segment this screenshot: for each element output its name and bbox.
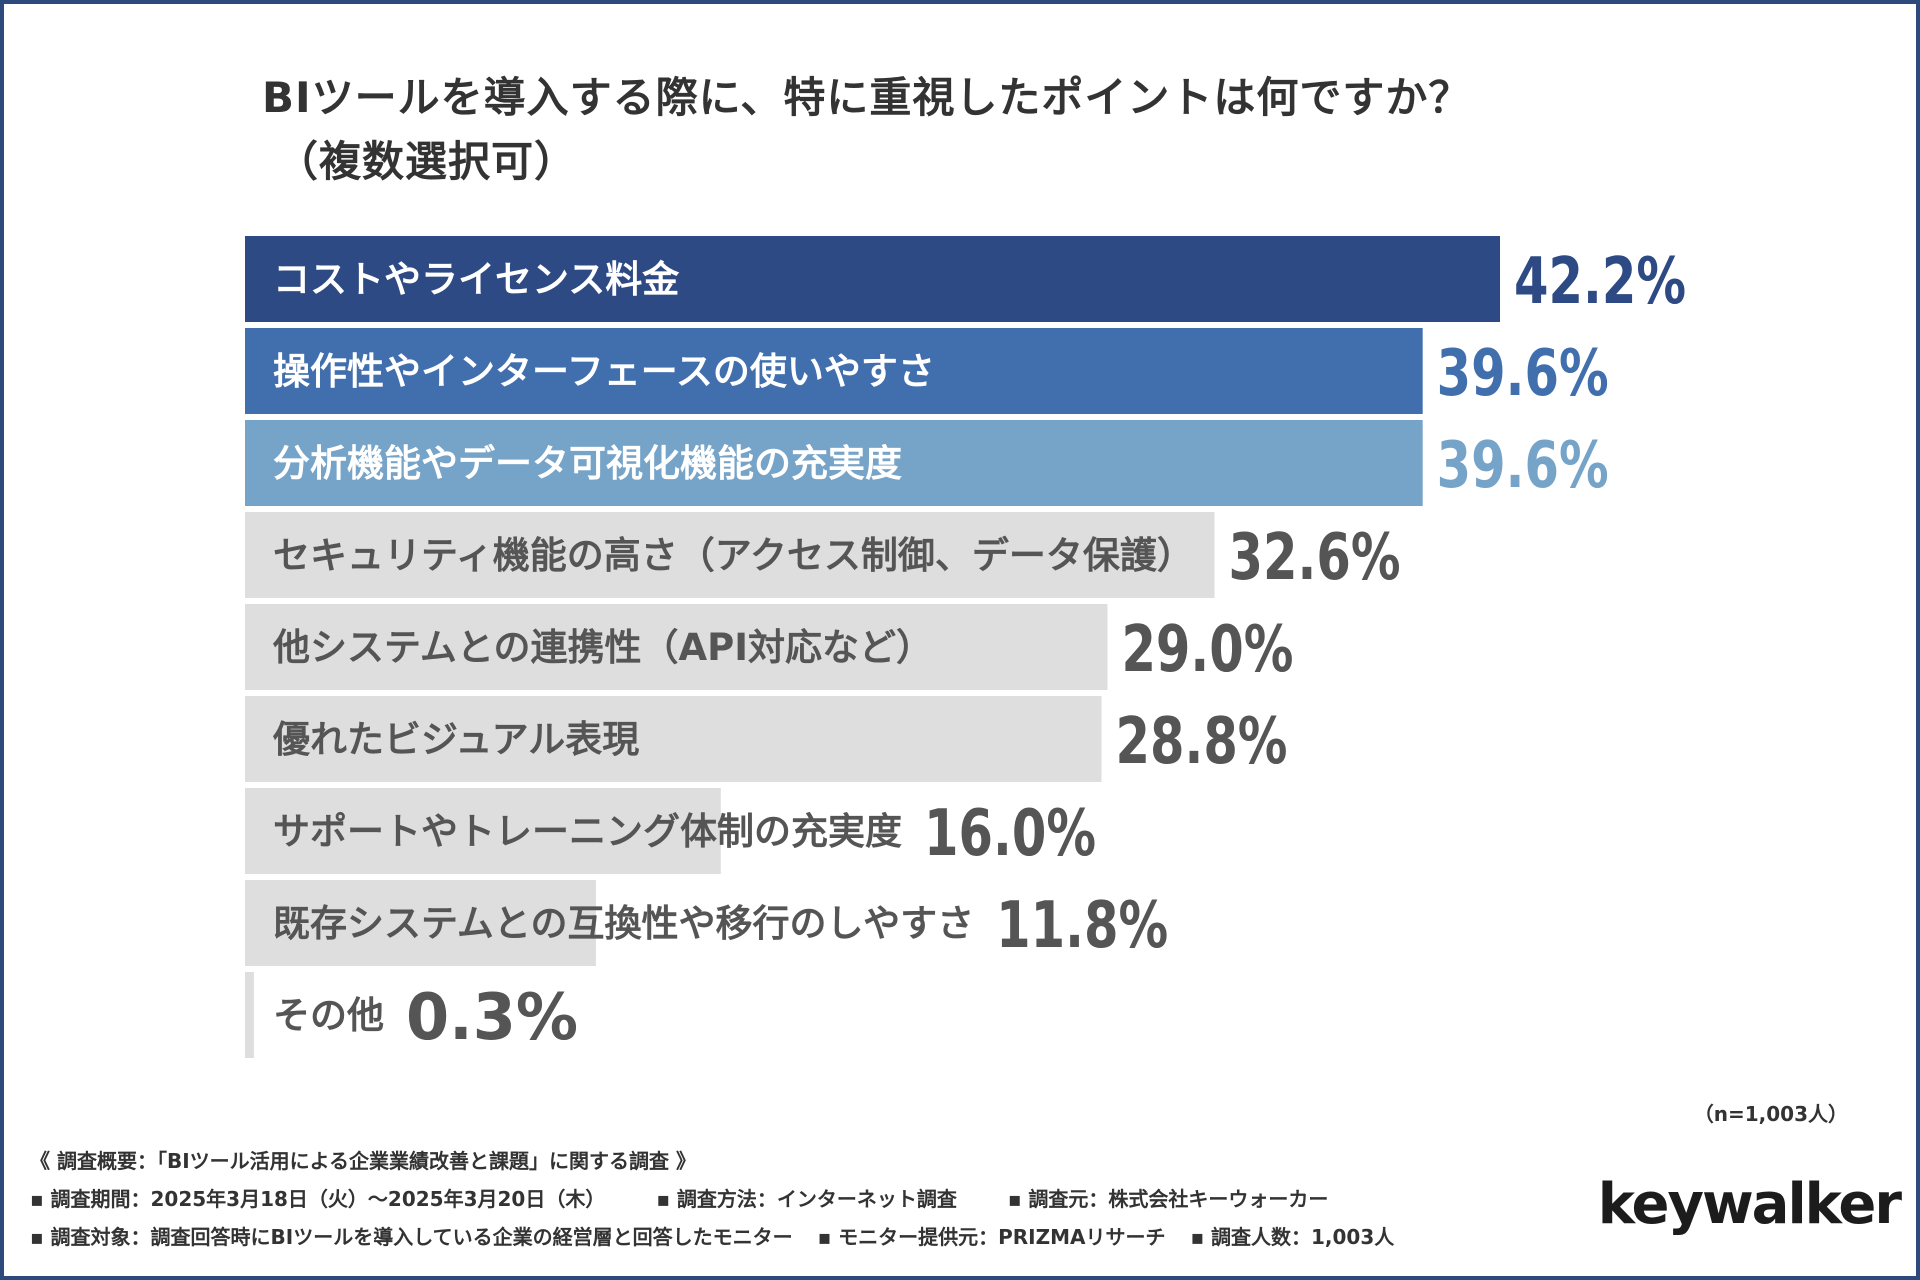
bar-label-3: 分析機能やデータ可視化機能の充実度 xyxy=(273,442,902,485)
bar-7 xyxy=(245,788,721,874)
bar-5 xyxy=(245,604,1108,690)
survey-target: ▪ 調査対象：調査回答時にBIツールを導入している企業の経営層と回答したモニター xyxy=(30,1225,793,1249)
chart-title-line1: BIツールを導入する際に、特に重視したポイントは何ですか？ xyxy=(262,73,1472,122)
bar-label-1: コストやライセンス料金 xyxy=(273,258,680,301)
survey-overview: 《 調査概要：「BIツール活用による企業業績改善と課題」に関する調査 》 xyxy=(30,1149,697,1173)
bar-value-7: 16.0% xyxy=(924,797,1096,871)
survey-provider: ▪ モニター提供元：PRIZMAリサーチ xyxy=(817,1225,1166,1249)
bar-3 xyxy=(245,420,1423,506)
bar-6 xyxy=(245,696,1102,782)
bar-label-8: 既存システムとの互換性や移行のしやすさ xyxy=(273,902,974,945)
chart-title: BIツールを導入する際に、特に重視したポイントは何ですか？ （複数選択可） xyxy=(262,66,1762,194)
bar-value-2: 39.6% xyxy=(1437,337,1609,411)
bar-value-6: 28.8% xyxy=(1115,705,1287,779)
survey-method: ▪ 調査方法：インターネット調査 xyxy=(656,1187,957,1211)
bar-2 xyxy=(245,328,1423,414)
bar-value-3: 39.6% xyxy=(1437,429,1609,503)
bar-label-4: セキュリティ機能の高さ（アクセス制御、データ保護） xyxy=(273,534,1194,577)
bar-8 xyxy=(245,880,596,966)
survey-count: ▪ 調査人数：1,003人 xyxy=(1190,1225,1395,1249)
keywalker-logo: keywalker xyxy=(1597,1172,1902,1237)
bar-label-2: 操作性やインターフェースの使いやすさ xyxy=(273,350,935,393)
bar-chart: コストやライセンス料金 42.2% 操作性やインターフェースの使いやすさ 39.6% 分… xyxy=(245,236,1686,1058)
survey-period: ▪ 調査期間：2025年3月18日（火）～2025年3月20日（木） xyxy=(30,1187,606,1211)
bar-4 xyxy=(245,512,1215,598)
bar-1 xyxy=(245,236,1500,322)
survey-info-row-1: ▪ 調査期間：2025年3月18日（火）～2025年3月20日（木） ▪ 調査方… xyxy=(30,1180,1438,1218)
bar-label-9: その他 xyxy=(273,994,384,1037)
bar-value-9: 0.3% xyxy=(406,981,578,1055)
bar-value-1: 42.2% xyxy=(1514,245,1686,319)
bar-9 xyxy=(245,972,254,1058)
bar-label-5: 他システムとの連携性（API対応など） xyxy=(272,626,933,669)
bar-value-5: 29.0% xyxy=(1121,613,1293,687)
survey-source: ▪ 調査元：株式会社キーウォーカー xyxy=(1007,1187,1329,1211)
survey-info-row-2: ▪ 調査対象：調査回答時にBIツールを導入している企業の経営層と回答したモニター… xyxy=(30,1218,1438,1256)
sample-size-note: （n=1,003人） xyxy=(1693,1102,1848,1126)
survey-footer: 《 調査概要：「BIツール活用による企業業績改善と課題」に関する調査 》 ▪ 調… xyxy=(30,1142,1438,1256)
bar-value-4: 32.6% xyxy=(1229,521,1401,595)
bar-label-6: 優れたビジュアル表現 xyxy=(272,718,639,761)
bar-value-8: 11.8% xyxy=(996,889,1168,963)
bar-label-7: サポートやトレーニング体制の充実度 xyxy=(273,810,902,853)
chart-title-line2: （複数選択可） xyxy=(276,137,578,186)
